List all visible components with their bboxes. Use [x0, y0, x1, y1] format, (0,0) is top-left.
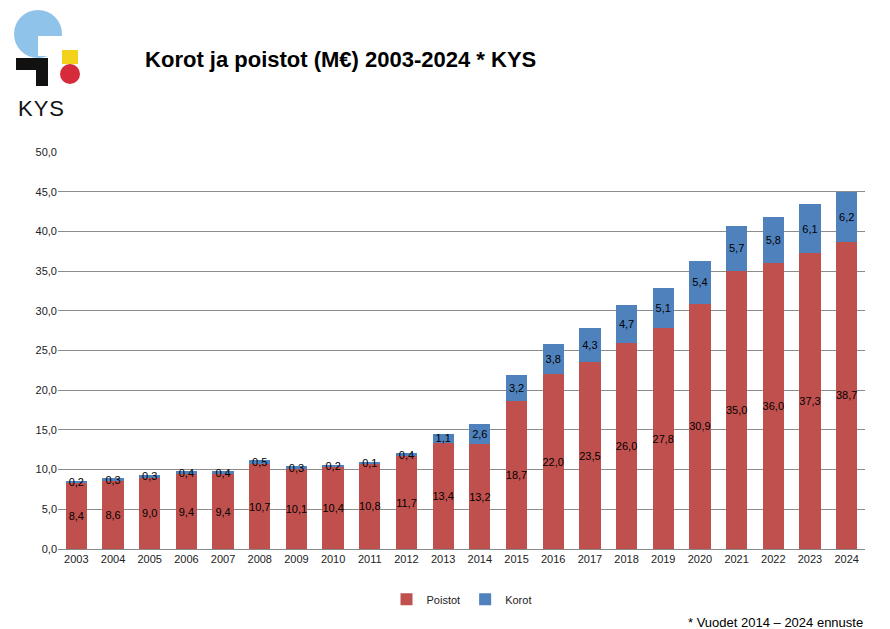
- svg-text:2008: 2008: [248, 553, 272, 565]
- svg-text:36,0: 36,0: [763, 400, 784, 412]
- svg-text:2010: 2010: [321, 553, 345, 565]
- svg-text:35,0: 35,0: [36, 265, 57, 277]
- svg-text:5,1: 5,1: [656, 302, 671, 314]
- svg-text:26,0: 26,0: [616, 440, 637, 452]
- svg-text:35,0: 35,0: [726, 404, 747, 416]
- svg-text:Poistot: Poistot: [427, 594, 461, 606]
- svg-text:38,7: 38,7: [836, 389, 857, 401]
- svg-text:2016: 2016: [541, 553, 565, 565]
- svg-text:6,1: 6,1: [802, 223, 817, 235]
- svg-text:Korot ja poistot (M€) 2003-202: Korot ja poistot (M€) 2003-2024 * KYS: [145, 47, 536, 72]
- svg-text:0,2: 0,2: [69, 476, 84, 488]
- svg-text:2023: 2023: [798, 553, 822, 565]
- svg-text:5,0: 5,0: [42, 503, 57, 515]
- svg-text:13,2: 13,2: [469, 491, 490, 503]
- svg-text:13,4: 13,4: [432, 490, 453, 502]
- svg-text:10,8: 10,8: [359, 500, 380, 512]
- svg-text:22,0: 22,0: [542, 456, 563, 468]
- svg-text:2012: 2012: [394, 553, 418, 565]
- svg-text:0,3: 0,3: [105, 474, 120, 486]
- svg-text:15,0: 15,0: [36, 424, 57, 436]
- svg-text:37,3: 37,3: [799, 395, 820, 407]
- svg-text:2005: 2005: [137, 553, 161, 565]
- svg-text:2014: 2014: [468, 553, 492, 565]
- svg-text:2,6: 2,6: [472, 428, 487, 440]
- svg-text:2009: 2009: [284, 553, 308, 565]
- svg-text:5,4: 5,4: [692, 276, 707, 288]
- svg-text:25,0: 25,0: [36, 344, 57, 356]
- svg-text:23,5: 23,5: [579, 450, 600, 462]
- svg-text:0,1: 0,1: [362, 457, 377, 469]
- svg-text:3,8: 3,8: [546, 353, 561, 365]
- svg-text:8,6: 8,6: [105, 509, 120, 521]
- svg-text:2020: 2020: [688, 553, 712, 565]
- svg-text:5,8: 5,8: [766, 234, 781, 246]
- svg-text:2011: 2011: [358, 553, 382, 565]
- svg-text:18,7: 18,7: [506, 469, 527, 481]
- svg-text:0,4: 0,4: [179, 467, 194, 479]
- html-text:KYS: KYS: [18, 96, 65, 121]
- svg-text:0,3: 0,3: [142, 470, 157, 482]
- svg-text:20,0: 20,0: [36, 384, 57, 396]
- svg-text:0,2: 0,2: [325, 460, 340, 472]
- svg-text:2015: 2015: [504, 553, 528, 565]
- svg-text:0,5: 0,5: [252, 456, 267, 468]
- svg-text:45,0: 45,0: [36, 186, 57, 198]
- svg-text:Korot: Korot: [505, 594, 531, 606]
- svg-text:9,4: 9,4: [215, 506, 230, 518]
- svg-text:0,4: 0,4: [215, 467, 230, 479]
- svg-text:2024: 2024: [834, 553, 858, 565]
- svg-text:27,8: 27,8: [653, 433, 674, 445]
- svg-text:2006: 2006: [174, 553, 198, 565]
- svg-text:0,3: 0,3: [289, 462, 304, 474]
- svg-text:30,0: 30,0: [36, 305, 57, 317]
- svg-text:1,1: 1,1: [436, 432, 451, 444]
- svg-text:10,7: 10,7: [249, 501, 270, 513]
- svg-text:4,7: 4,7: [619, 318, 634, 330]
- svg-text:2004: 2004: [101, 553, 125, 565]
- svg-text:2019: 2019: [651, 553, 675, 565]
- svg-text:2013: 2013: [431, 553, 455, 565]
- svg-text:10,0: 10,0: [36, 463, 57, 475]
- svg-text:10,4: 10,4: [322, 502, 343, 514]
- svg-text:2018: 2018: [614, 553, 638, 565]
- svg-text:3,2: 3,2: [509, 382, 524, 394]
- svg-text:2022: 2022: [761, 553, 785, 565]
- svg-text:6,2: 6,2: [839, 211, 854, 223]
- svg-text:0,0: 0,0: [42, 543, 57, 555]
- svg-text:5,7: 5,7: [729, 242, 744, 254]
- svg-text:0,4: 0,4: [399, 449, 414, 461]
- svg-text:9,0: 9,0: [142, 507, 157, 519]
- svg-text:30,9: 30,9: [689, 420, 710, 432]
- svg-text:2003: 2003: [64, 553, 88, 565]
- svg-text:8,4: 8,4: [69, 510, 84, 522]
- svg-text:9,4: 9,4: [179, 506, 194, 518]
- svg-text:2017: 2017: [578, 553, 602, 565]
- svg-text:* Vuodet 2014 – 2024 ennuste: * Vuodet 2014 – 2024 ennuste: [688, 615, 863, 629]
- svg-text:50,0: 50,0: [36, 146, 57, 158]
- svg-text:40,0: 40,0: [36, 225, 57, 237]
- svg-text:10,1: 10,1: [286, 503, 307, 515]
- svg-text:2007: 2007: [211, 553, 235, 565]
- svg-text:4,3: 4,3: [582, 339, 597, 351]
- svg-text:2021: 2021: [724, 553, 748, 565]
- svg-text:11,7: 11,7: [396, 497, 417, 509]
